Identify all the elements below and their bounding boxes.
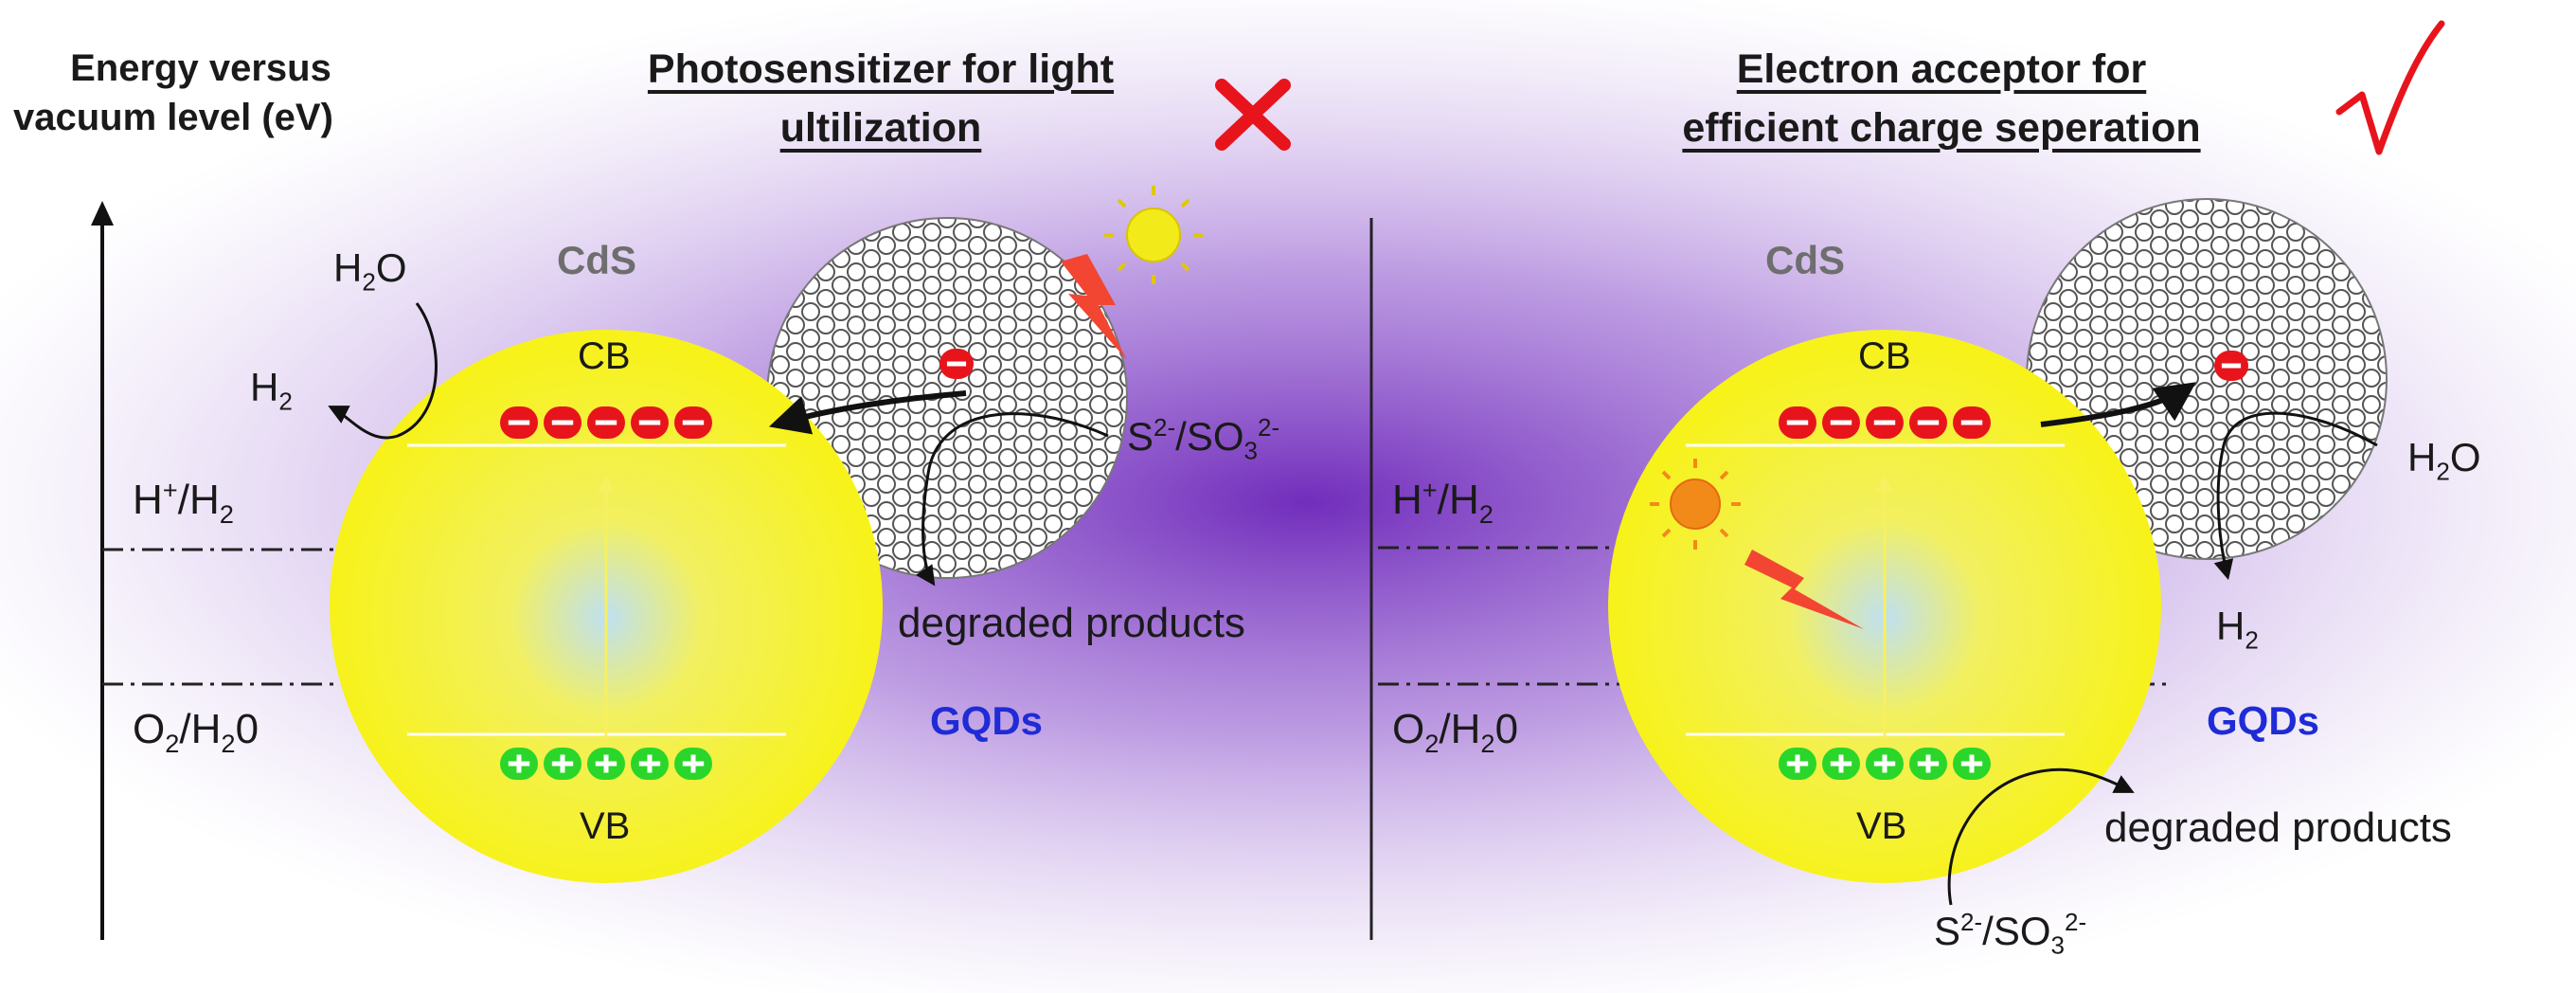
sun-icon-right [1650, 459, 1741, 550]
left-heading-line2: ultilization [779, 105, 982, 152]
h2o-label-left: H2O [333, 245, 407, 297]
left-heading: Photosensitizer for light ultilization [578, 40, 1184, 158]
right-heading-line1: Electron acceptor for [1736, 46, 2147, 92]
gqd-electron-left [939, 349, 974, 379]
electron-right-5 [1953, 406, 1991, 439]
h2-label-right: H2 [2216, 604, 2259, 655]
o-level-label-left: O2/H20 [133, 706, 259, 758]
axis-label: Energy versus vacuum level (eV) [13, 44, 333, 142]
hole-right-4 [1909, 748, 1947, 780]
electron-left-2 [544, 406, 581, 439]
hole-left-3 [587, 748, 625, 780]
vb-label-right: VB [1856, 805, 1907, 847]
hole-right-2 [1822, 748, 1860, 780]
gqds-label-right: GQDs [2207, 698, 2320, 743]
transfer-arrow-right [2040, 382, 2196, 427]
sacrificial-arrow-right [1947, 767, 2135, 906]
products-label-left: degraded products [898, 600, 1245, 646]
gqd-electron-right [2214, 351, 2248, 381]
cross-mark-icon [1215, 79, 1291, 151]
sacrificial-label-left: S2-/SO32- [1127, 413, 1280, 465]
right-heading-line2: efficient charge seperation [1682, 105, 2201, 152]
transfer-arrow-left [768, 390, 967, 435]
h-level-label-right: H+/H2 [1392, 475, 1494, 529]
hole-left-1 [500, 748, 538, 780]
h2-label-left: H2 [250, 365, 293, 416]
o-level-label-right: O2/H20 [1392, 706, 1519, 758]
electron-left-4 [631, 406, 669, 439]
left-heading-line1: Photosensitizer for light [647, 46, 1115, 92]
left-panel-graphics [328, 186, 1203, 883]
hole-left-4 [631, 748, 669, 780]
products-label-right: degraded products [2104, 804, 2452, 851]
gqds-label-left: GQDs [930, 698, 1044, 743]
electron-right-4 [1909, 406, 1947, 439]
sun-icon-left [1104, 186, 1203, 284]
hole-right-5 [1953, 748, 1991, 780]
h-level-label-left: H+/H2 [133, 475, 234, 529]
electron-right-2 [1822, 406, 1860, 439]
electron-left-1 [500, 406, 538, 439]
electron-left-5 [674, 406, 712, 439]
h2o-label-right: H2O [2407, 435, 2481, 486]
axis-label-line2: vacuum level (eV) [13, 97, 333, 138]
sacrificial-arrow-left [915, 412, 1109, 587]
hole-right-3 [1866, 748, 1904, 780]
hole-right-1 [1779, 748, 1816, 780]
h2-evolution-arrow-left [328, 302, 438, 440]
cb-label-right: CB [1858, 335, 1911, 377]
cds-label-left: CdS [557, 238, 636, 282]
cb-label-left: CB [578, 335, 631, 377]
hole-left-5 [674, 748, 712, 780]
charge-carriers [500, 349, 2248, 780]
hole-left-2 [544, 748, 581, 780]
energy-axis [91, 201, 114, 940]
cds-label-right: CdS [1765, 238, 1845, 282]
h2o-reduction-arrow-right [2213, 411, 2378, 581]
axis-label-line1: Energy versus [70, 47, 331, 89]
sacrificial-label-right: S2-/SO32- [1934, 908, 2087, 960]
lightning-icon-left [1061, 254, 1127, 360]
check-mark-icon [2335, 20, 2445, 155]
lightning-icon-right [1744, 550, 1864, 629]
right-panel-graphics [1608, 198, 2388, 906]
electron-right-1 [1779, 406, 1816, 439]
electron-right-3 [1866, 406, 1904, 439]
right-heading: Electron acceptor for efficient charge s… [1601, 40, 2282, 158]
electron-left-3 [587, 406, 625, 439]
vb-label-left: VB [580, 805, 631, 847]
